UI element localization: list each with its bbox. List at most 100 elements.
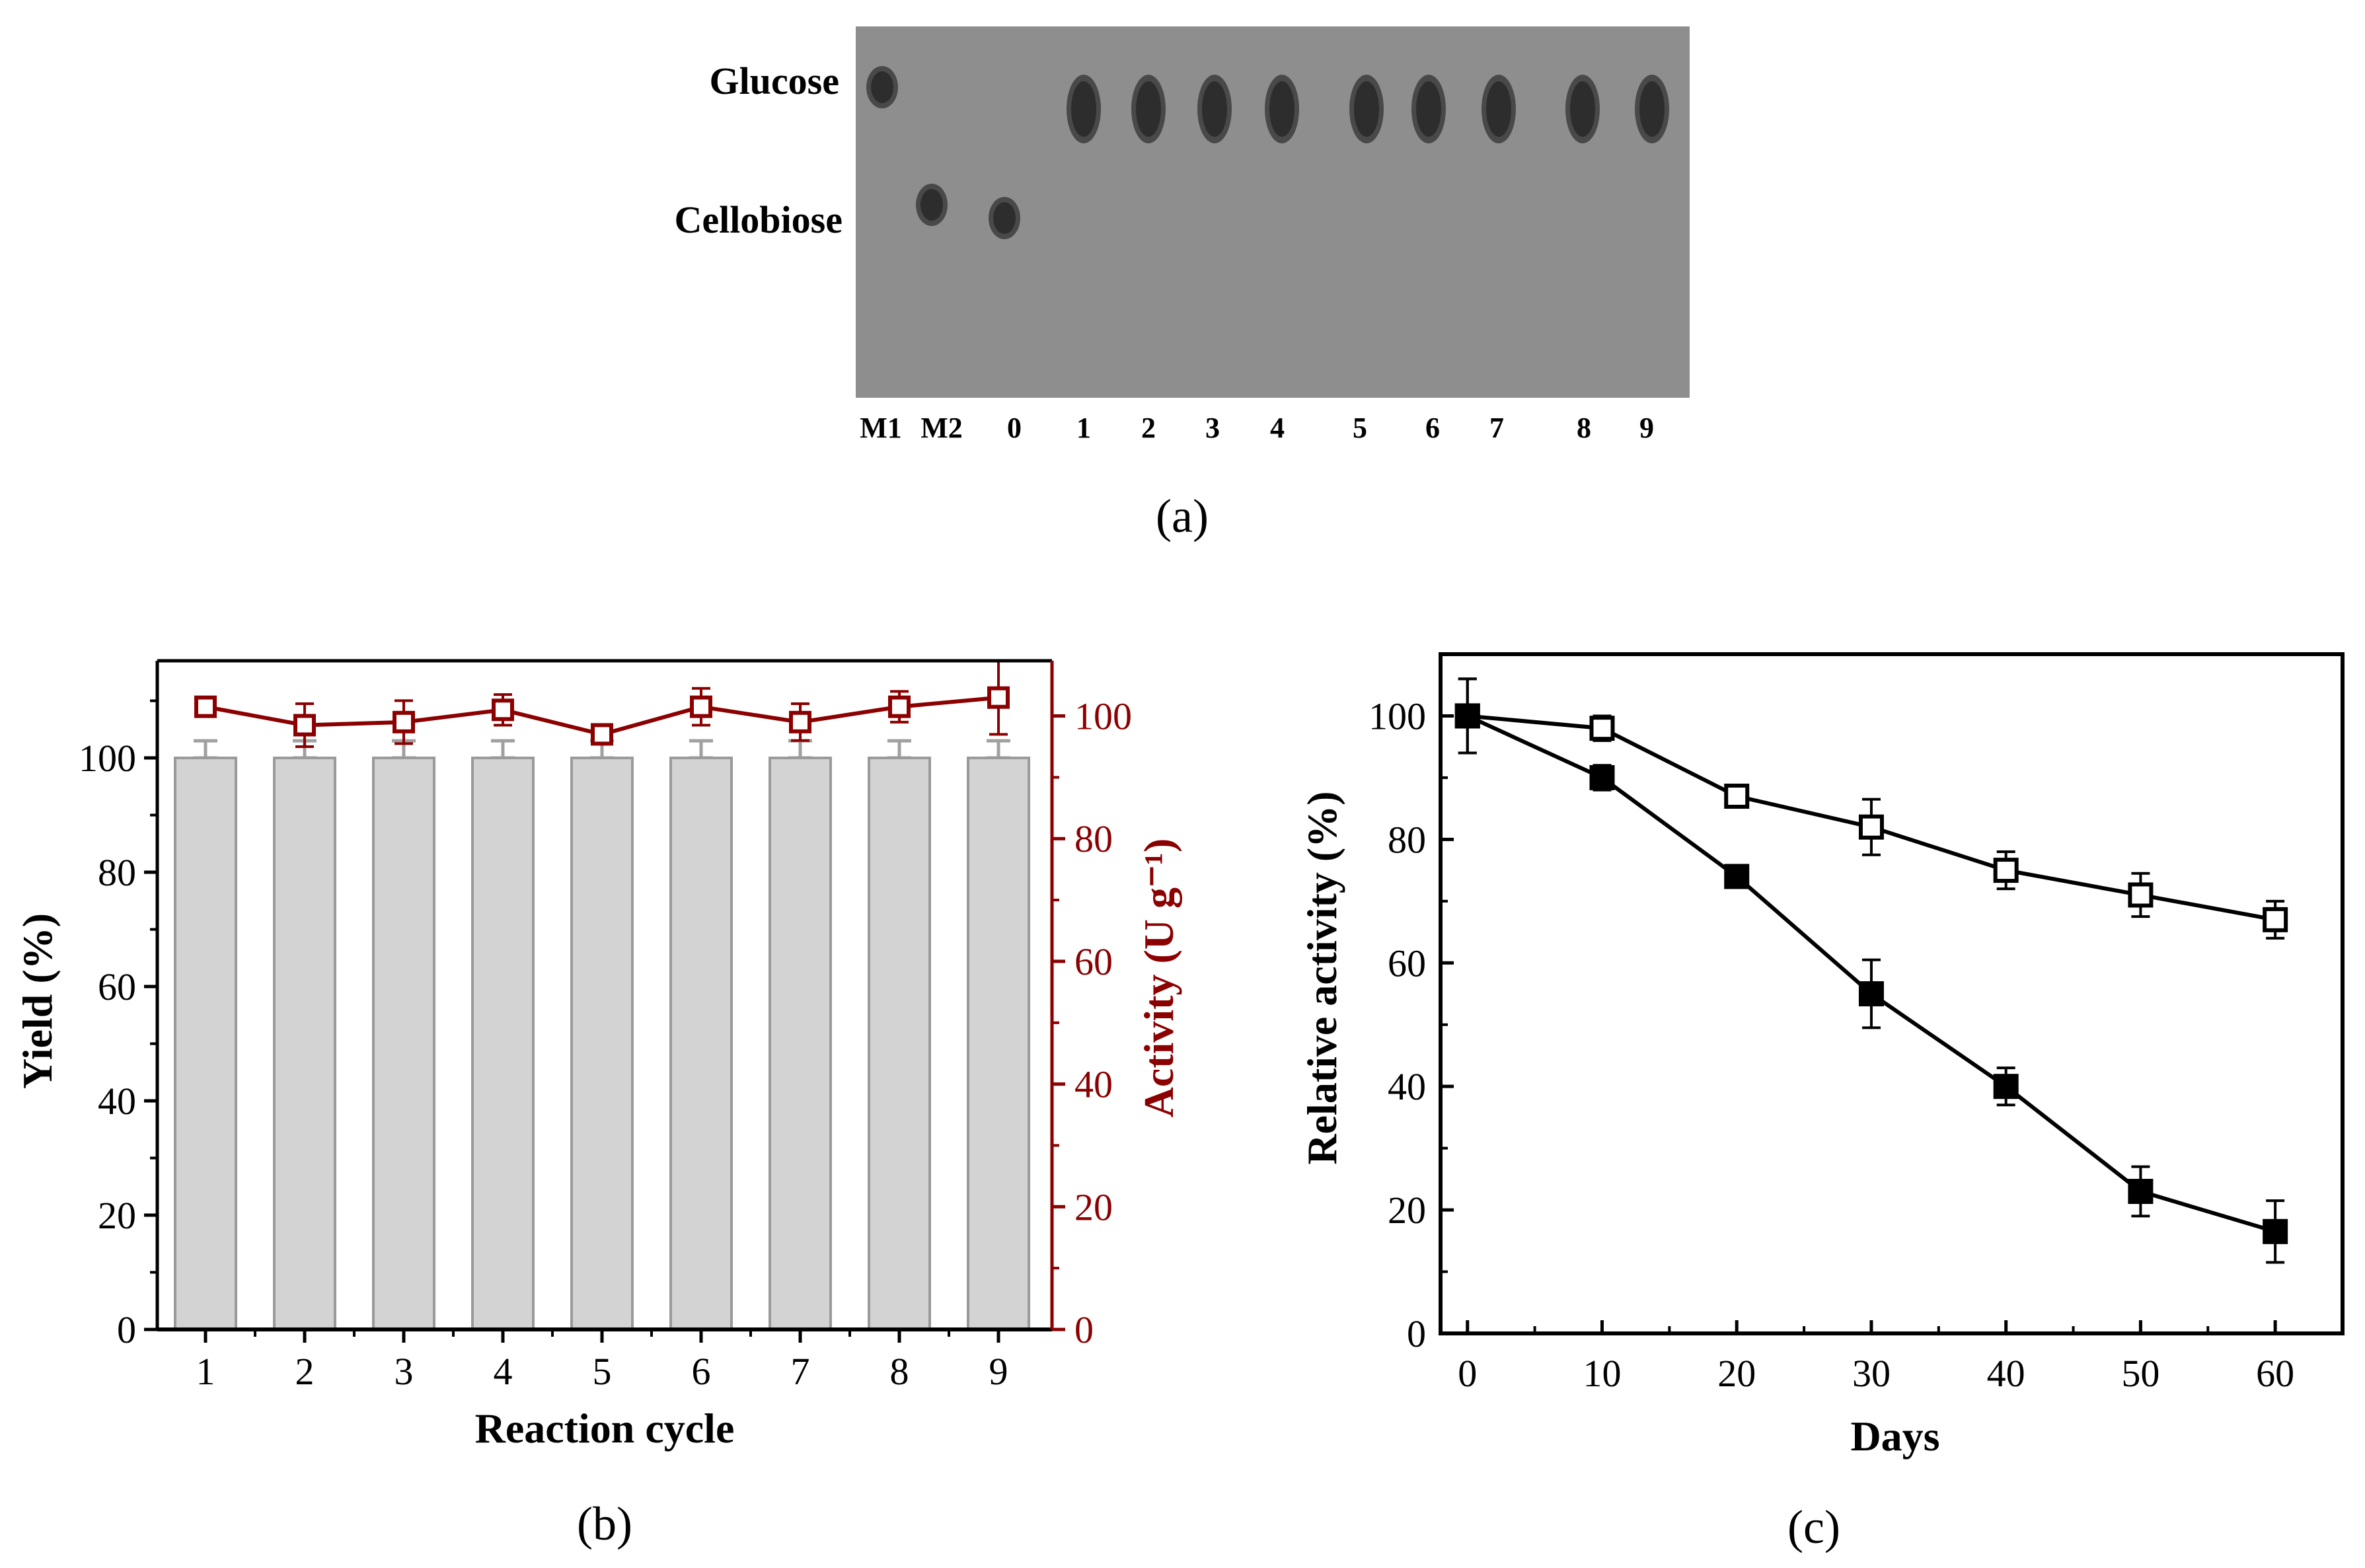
bar-yield [868, 757, 931, 1331]
activity-point [690, 695, 712, 718]
panel-label-b: (b) [577, 1497, 632, 1550]
activity-point [492, 698, 514, 722]
open-square-point [1858, 814, 1884, 840]
y2-tick-label: 80 [1074, 817, 1113, 860]
x-tick-label: 60 [2256, 1352, 2294, 1395]
tlc-spot-core [1136, 81, 1161, 137]
activity-point [393, 710, 415, 733]
bar-yield [174, 757, 237, 1331]
tlc-spot-core [1486, 81, 1511, 137]
activity-point [194, 695, 217, 718]
y-tick-label: 40 [98, 1080, 136, 1123]
tlc-spot-core [920, 189, 943, 221]
y-tick-label: 60 [1388, 942, 1426, 985]
open-square-point [1724, 783, 1750, 809]
y-tick-label: 80 [98, 851, 136, 894]
tlc-lane-label: 5 [1353, 412, 1367, 444]
x-tick-label: 4 [494, 1350, 513, 1393]
tlc-lane-label: 9 [1639, 412, 1654, 444]
x-tick-label: 50 [2121, 1352, 2159, 1395]
y2-tick-label: 20 [1074, 1185, 1113, 1228]
tlc-lane-label: 2 [1141, 412, 1156, 444]
tlc-spot-core [1570, 81, 1595, 137]
y-tick-label: 100 [79, 737, 136, 780]
y-tick-label: 0 [117, 1308, 136, 1351]
chart-b-y2label: Activity (U g⁻¹) [1135, 839, 1182, 1118]
cellobiose-label: Cellobiose [674, 198, 843, 241]
y-tick-label: 80 [1388, 818, 1426, 861]
x-tick-label: 8 [890, 1350, 909, 1393]
x-tick-label: 30 [1852, 1352, 1891, 1395]
chart-b-xlabel: Reaction cycle [475, 1405, 735, 1452]
chart-b-ylabel: Yield (%) [14, 913, 61, 1089]
y-tick-label: 20 [98, 1194, 136, 1237]
filled-square-point [2128, 1179, 2154, 1205]
filled-square-point [1858, 981, 1884, 1006]
y-tick-label: 0 [1407, 1312, 1426, 1355]
activity-point [293, 714, 316, 737]
tlc-lane-label: 0 [1007, 412, 1022, 444]
x-tick-label: 10 [1583, 1352, 1621, 1395]
chart-b-layer: 0 20 40 60 80 100 0 20 40 60 80 100 1 2 3 4 5 6 7 8 9 [79, 659, 1132, 1393]
tlc-lane-label: 1 [1076, 412, 1091, 444]
chart-c-ylabel: Relative activity (%) [1298, 791, 1345, 1164]
chart-c-xlabel: Days [1850, 1413, 1939, 1460]
panel-c-chart: 0 20 40 60 80 100 0 10 20 30 40 50 60 Days Relative … [1298, 652, 2345, 1553]
x-tick-label: 3 [394, 1350, 414, 1393]
tlc-spot-core [1416, 81, 1441, 137]
bar-yield [471, 757, 535, 1331]
tlc-spot-core [871, 71, 893, 103]
filled-square-point [1993, 1074, 2019, 1100]
open-square-point [2128, 882, 2154, 908]
bar-yield [372, 757, 435, 1331]
open-square-point [1993, 858, 2019, 883]
tlc-lane-label: 4 [1270, 412, 1285, 444]
chart-c-layer: 0 20 40 60 80 100 0 10 20 30 40 50 60 [1369, 652, 2345, 1395]
y2-tick-label: 0 [1074, 1308, 1094, 1351]
tlc-lane-label: 6 [1425, 412, 1440, 444]
panel-a-tlc: Glucose Cellobiose M1 M2 0 1 2 3 4 5 6 7 8 9 (a) [674, 26, 1690, 542]
panel-label-a: (a) [1156, 490, 1209, 542]
x-tick-label: 0 [1458, 1352, 1477, 1395]
y-tick-label: 100 [1369, 694, 1426, 737]
x-tick-label: 6 [692, 1350, 711, 1393]
tlc-spot-core [1354, 81, 1379, 137]
panel-label-c: (c) [1787, 1501, 1840, 1553]
tlc-lane-label: 3 [1205, 412, 1220, 444]
tlc-spot-core [1639, 81, 1665, 137]
activity-point [987, 686, 1010, 709]
panel-b-chart: 0 20 40 60 80 100 0 20 40 60 80 100 1 2 3 4 5 6 7 8 9 Reacti… [14, 659, 1182, 1550]
x-tick-label: 40 [1987, 1352, 2025, 1395]
x-tick-label: 9 [989, 1350, 1008, 1393]
y2-tick-label: 60 [1074, 940, 1113, 983]
tlc-lane-label: M1 [860, 412, 902, 444]
x-tick-label: 20 [1717, 1352, 1756, 1395]
x-tick-label: 5 [593, 1350, 612, 1393]
bar-yield [570, 757, 634, 1331]
y-tick-label: 20 [1388, 1189, 1426, 1232]
filled-square-point [1589, 765, 1615, 790]
open-square-point [1589, 716, 1615, 741]
tlc-lane-labels: M1 M2 0 1 2 3 4 5 6 7 8 9 [860, 412, 1654, 444]
bar-yield [273, 757, 336, 1331]
bar-yield [669, 757, 733, 1331]
plot-frame [1439, 652, 2345, 1335]
filled-square-point [1454, 703, 1480, 729]
filled-square-point [1724, 864, 1750, 889]
activity-point [789, 710, 811, 733]
x-tick-label: 2 [295, 1350, 315, 1393]
tlc-spots [866, 66, 1669, 239]
y-tick-label: 40 [1388, 1065, 1426, 1108]
bar-yield [769, 757, 832, 1331]
activity-point [888, 695, 911, 718]
bar-yield [967, 757, 1030, 1331]
tlc-spot-core [1202, 81, 1227, 137]
y-tick-label: 60 [98, 965, 136, 1008]
tlc-spot-core [1269, 81, 1295, 137]
tlc-spot-core [993, 202, 1016, 234]
tlc-lane-label: 8 [1577, 412, 1591, 444]
tlc-lane-label: 7 [1489, 412, 1504, 444]
tlc-lane-label: M2 [920, 412, 963, 444]
x-tick-label: 7 [791, 1350, 810, 1393]
activity-point [591, 723, 613, 746]
